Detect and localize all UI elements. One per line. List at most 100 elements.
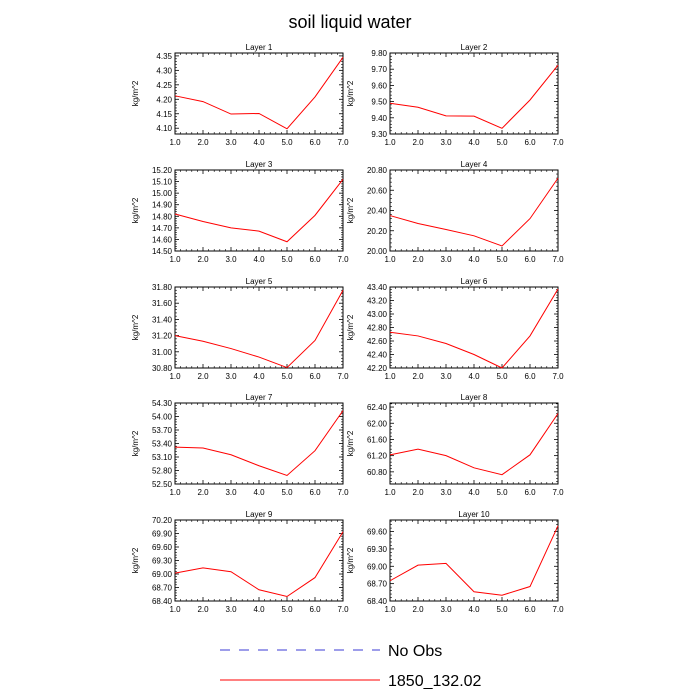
series-line — [389, 413, 559, 476]
x-tick-label: 6.0 — [524, 138, 536, 147]
series-line — [174, 531, 344, 598]
y-tick-label: 52.50 — [152, 480, 173, 489]
x-tick-label: 1.0 — [384, 605, 396, 614]
y-tick-label: 31.20 — [152, 332, 173, 341]
x-tick-label: 4.0 — [253, 138, 265, 147]
y-tick-label: 69.30 — [152, 557, 173, 566]
y-tick-label: 62.00 — [367, 419, 388, 428]
x-tick-label: 5.0 — [281, 605, 293, 614]
x-tick-label: 2.0 — [197, 138, 209, 147]
y-tick-label: 31.60 — [152, 299, 173, 308]
series-line — [174, 57, 344, 130]
x-tick-label: 6.0 — [309, 372, 321, 381]
y-tick-label: 4.30 — [156, 66, 172, 75]
plot-frame — [389, 52, 559, 135]
panel-layer-1: Layer 1 1.0 2.0 3.0 4.0 5.0 6.0 7.0 4.10 4.15 4.20… — [131, 43, 349, 147]
x-tick-label: 6.0 — [309, 255, 321, 264]
y-axis-label: kg/m^2 — [346, 314, 355, 340]
y-axis-label: kg/m^2 — [346, 80, 355, 106]
x-tick-label: 2.0 — [197, 255, 209, 264]
y-tick-label: 4.15 — [156, 110, 172, 119]
panel-title: Layer 5 — [246, 277, 273, 286]
y-tick-label: 54.00 — [152, 413, 173, 422]
x-tick-label: 2.0 — [412, 255, 424, 264]
legend-label-no-obs: No Obs — [388, 643, 442, 660]
panel-layer-8: Layer 8 1.0 2.0 3.0 4.0 5.0 6.0 7.0 60.80 61.20 61… — [346, 393, 564, 497]
y-axis-label: kg/m^2 — [131, 314, 140, 340]
y-axis-label: kg/m^2 — [131, 547, 140, 573]
x-tick-label: 7.0 — [552, 372, 564, 381]
x-tick-label: 2.0 — [197, 488, 209, 497]
x-tick-label: 7.0 — [337, 138, 349, 147]
y-axis-label: kg/m^2 — [346, 547, 355, 573]
x-tick-label: 1.0 — [384, 372, 396, 381]
panel-title: Layer 1 — [246, 43, 273, 52]
x-tick-label: 1.0 — [384, 255, 396, 264]
legend: No Obs 1850_132.02 — [220, 643, 482, 690]
panel-layer-3: Layer 3 1.0 2.0 3.0 4.0 5.0 6.0 7.0 14.50 14.60 14… — [131, 160, 349, 264]
series-line — [389, 64, 559, 129]
y-tick-label: 20.00 — [367, 247, 388, 256]
y-axis-label: kg/m^2 — [346, 197, 355, 223]
y-tick-label: 69.60 — [367, 528, 388, 537]
y-tick-label: 42.20 — [367, 364, 388, 373]
y-tick-label: 68.70 — [152, 584, 173, 593]
panel-title: Layer 8 — [461, 393, 488, 402]
plot-frame — [174, 169, 344, 252]
x-tick-label: 5.0 — [496, 255, 508, 264]
x-tick-label: 3.0 — [225, 372, 237, 381]
y-axis-label: kg/m^2 — [131, 197, 140, 223]
y-tick-label: 53.40 — [152, 440, 173, 449]
panel-title: Layer 10 — [458, 510, 490, 519]
y-tick-label: 9.40 — [371, 114, 387, 123]
x-tick-label: 3.0 — [225, 255, 237, 264]
panel-layer-9: Layer 9 1.0 2.0 3.0 4.0 5.0 6.0 7.0 68.40 68.70 69… — [131, 510, 349, 614]
x-tick-label: 1.0 — [169, 255, 181, 264]
y-tick-label: 20.60 — [367, 186, 388, 195]
y-tick-label: 69.30 — [367, 545, 388, 554]
series-line — [174, 178, 344, 243]
plot-frame — [389, 169, 559, 252]
y-tick-label: 15.10 — [152, 178, 173, 187]
legend-label-1850: 1850_132.02 — [388, 673, 482, 690]
y-tick-label: 68.40 — [367, 597, 388, 606]
y-tick-label: 42.60 — [367, 337, 388, 346]
y-tick-label: 68.70 — [367, 580, 388, 589]
x-tick-label: 1.0 — [384, 488, 396, 497]
y-tick-label: 43.00 — [367, 310, 388, 319]
panel-layer-5: Layer 5 1.0 2.0 3.0 4.0 5.0 6.0 7.0 30.80 31.00 31… — [131, 277, 349, 381]
figure-title: soil liquid water — [288, 12, 411, 32]
y-tick-label: 53.70 — [152, 426, 173, 435]
y-tick-label: 31.80 — [152, 283, 173, 292]
x-tick-label: 5.0 — [281, 138, 293, 147]
y-axis-label: kg/m^2 — [131, 80, 140, 106]
x-tick-label: 2.0 — [412, 138, 424, 147]
y-tick-label: 20.20 — [367, 227, 388, 236]
x-tick-label: 5.0 — [496, 138, 508, 147]
x-tick-label: 5.0 — [496, 605, 508, 614]
x-tick-label: 6.0 — [524, 488, 536, 497]
y-tick-label: 4.25 — [156, 81, 172, 90]
y-tick-label: 43.20 — [367, 297, 388, 306]
y-tick-label: 68.40 — [152, 597, 173, 606]
x-tick-label: 3.0 — [440, 488, 452, 497]
x-tick-label: 1.0 — [169, 605, 181, 614]
y-tick-label: 9.70 — [371, 65, 387, 74]
x-tick-label: 7.0 — [337, 488, 349, 497]
plot-frame — [389, 519, 559, 602]
y-tick-label: 4.10 — [156, 124, 172, 133]
x-tick-label: 7.0 — [337, 372, 349, 381]
x-tick-label: 6.0 — [309, 488, 321, 497]
y-tick-label: 4.20 — [156, 95, 172, 104]
panel-title: Layer 3 — [246, 160, 273, 169]
y-tick-label: 69.00 — [152, 570, 173, 579]
y-tick-label: 69.60 — [152, 543, 173, 552]
panel-title: Layer 6 — [461, 277, 488, 286]
panel-layer-2: Layer 2 1.0 2.0 3.0 4.0 5.0 6.0 7.0 9.30 9.40 9.50… — [346, 43, 564, 147]
plot-frame — [174, 519, 344, 602]
y-tick-label: 14.70 — [152, 224, 173, 233]
x-tick-label: 3.0 — [225, 138, 237, 147]
panel-title: Layer 9 — [246, 510, 273, 519]
panel-layer-6: Layer 6 1.0 2.0 3.0 4.0 5.0 6.0 7.0 42.20 42.40 42… — [346, 277, 564, 381]
x-tick-label: 1.0 — [384, 138, 396, 147]
